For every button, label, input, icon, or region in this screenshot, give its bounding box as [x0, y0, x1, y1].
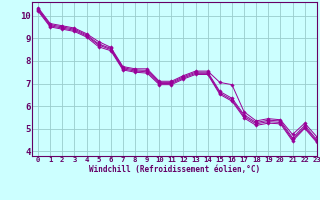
X-axis label: Windchill (Refroidissement éolien,°C): Windchill (Refroidissement éolien,°C): [89, 165, 260, 174]
